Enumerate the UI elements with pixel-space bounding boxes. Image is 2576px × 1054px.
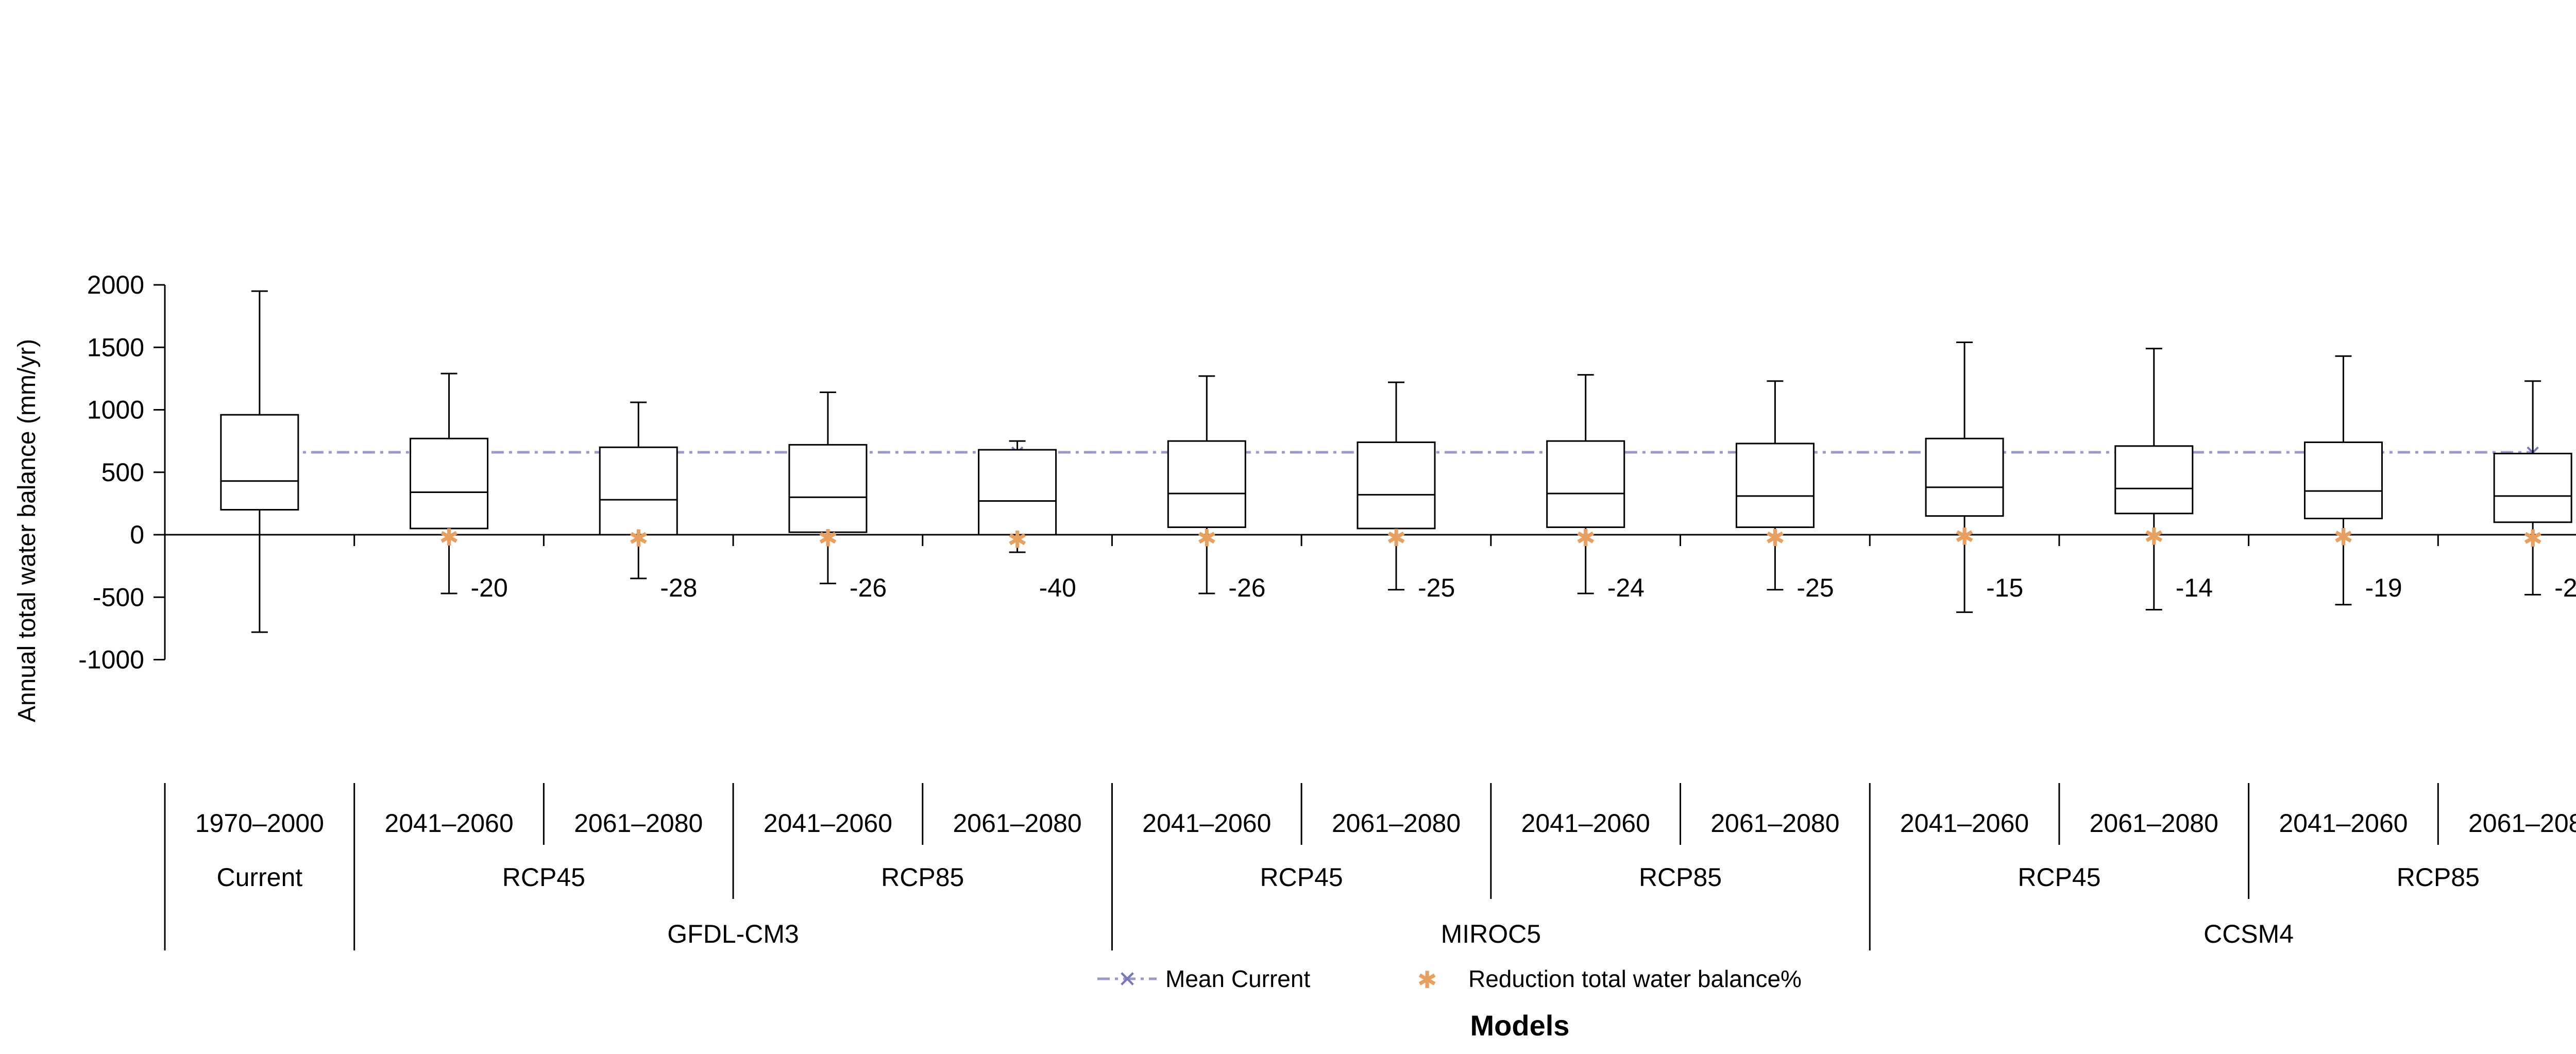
period-label: 2041–2060 (764, 809, 892, 838)
reduction-marker: ✱ (439, 523, 459, 551)
y-axis-ticks: 2000 1500 1000 500 0 -500 -1000 (78, 270, 165, 674)
box-iqr (599, 446, 678, 536)
reduction-marker: ✱ (2523, 524, 2543, 552)
box-iqr (2493, 452, 2572, 523)
reduction-label: -26 (1228, 573, 1265, 602)
box-iqr (1546, 440, 1625, 528)
scenario-label: Current (216, 863, 302, 892)
reduction-label: -20 (471, 573, 508, 602)
legend: ✕ Mean Current ✱ Reduction total water b… (1097, 965, 1802, 994)
box-iqr (978, 449, 1057, 536)
reduction-label: -25 (1797, 573, 1834, 602)
period-label: 2041–2060 (1900, 809, 2029, 838)
box-iqr (788, 444, 868, 533)
reduction-marker: ✱ (818, 524, 838, 552)
reduction-label: -26 (850, 573, 887, 602)
reduction-label: -24 (1607, 573, 1645, 602)
y-tick-label: -500 (93, 583, 144, 611)
model-label: GFDL-CM3 (667, 920, 799, 948)
x-category-groups: 1970–2000 2041–2060 2061–2080 2041–2060 2061… (164, 783, 2576, 950)
reduction-marker: ✱ (1007, 526, 1027, 554)
period-label: 2041–2060 (384, 809, 513, 838)
reduction-marker: ✱ (1197, 524, 1217, 552)
legend-reduction-label: Reduction total water balance% (1468, 965, 1802, 992)
reduction-label: -28 (2554, 573, 2576, 602)
reduction-marker: ✱ (629, 524, 649, 552)
model-label: CCSM4 (2204, 920, 2294, 948)
period-label: 2061–2080 (574, 809, 703, 838)
box-iqr (1167, 440, 1246, 528)
scenario-label: RCP45 (502, 863, 585, 892)
y-axis-title: Annual total water balance (mm/yr) (13, 339, 41, 722)
boxes-group: ✱ -20 ✱ -28 ✱ -26 ✱ -40 ✱ -26 ✱ -25 ✱ -24 ✱ -25 ✱ -15 ✱ -14… (220, 290, 2576, 633)
scenario-label: RCP85 (1639, 863, 1722, 892)
box-iqr (1735, 443, 1815, 528)
reduction-marker: ✱ (1575, 524, 1596, 552)
period-label: 2041–2060 (1142, 809, 1271, 838)
reduction-label: -14 (2176, 573, 2213, 602)
box-iqr (220, 414, 299, 511)
period-label: 2041–2060 (2279, 809, 2408, 838)
reduction-label: -28 (660, 573, 697, 602)
reduction-marker: ✱ (2333, 523, 2353, 551)
reduction-label: -25 (1418, 573, 1455, 602)
y-tick-label: 500 (101, 458, 144, 487)
y-tick-label: 1500 (87, 333, 144, 362)
reduction-label: -15 (1986, 573, 2023, 602)
legend-mean-label: Mean Current (1165, 965, 1310, 992)
legend-reduction-marker: ✱ (1417, 966, 1437, 994)
reduction-marker: ✱ (1955, 523, 1975, 551)
period-label: 1970–2000 (195, 809, 324, 838)
reduction-label: -40 (1039, 573, 1076, 602)
y-tick-label: 0 (130, 520, 144, 549)
y-tick-label: 1000 (87, 396, 144, 424)
period-label: 2061–2080 (1332, 809, 1461, 838)
period-label: 2041–2060 (1521, 809, 1650, 838)
scenario-label: RCP45 (1260, 863, 1343, 892)
reduction-label: -19 (2365, 573, 2402, 602)
box-iqr (1357, 441, 1436, 530)
reduction-marker: ✱ (2144, 522, 2164, 550)
box-iqr (2303, 441, 2383, 519)
x-axis-title: Models (1470, 1009, 1570, 1042)
box-iqr (2114, 445, 2194, 515)
scenario-label: RCP85 (881, 863, 964, 892)
scenario-label: RCP45 (2018, 863, 2100, 892)
y-tick-label: 2000 (87, 270, 144, 299)
legend-mean-marker: ✕ (1118, 966, 1137, 993)
model-label: MIROC5 (1441, 920, 1541, 948)
period-label: 2061–2080 (1710, 809, 1839, 838)
period-label: 2061–2080 (953, 809, 1081, 838)
y-tick-label: -1000 (78, 645, 144, 674)
box-iqr (1925, 437, 2004, 517)
reduction-marker: ✱ (1765, 524, 1785, 552)
box-iqr (410, 437, 489, 530)
period-label: 2061–2080 (2090, 809, 2218, 838)
period-label: 2061–2080 (2468, 809, 2576, 838)
reduction-marker: ✱ (1386, 524, 1406, 552)
scenario-label: RCP85 (2397, 863, 2480, 892)
